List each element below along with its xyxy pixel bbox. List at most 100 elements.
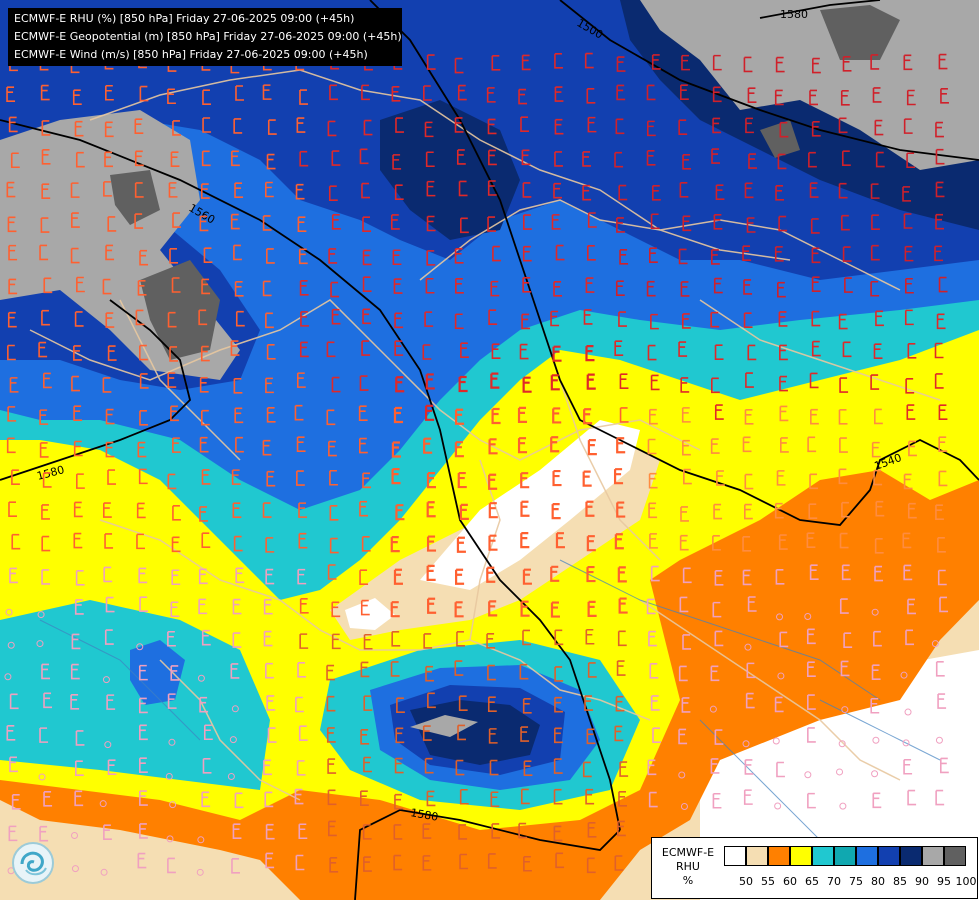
wind-barb bbox=[42, 472, 52, 488]
wind-barb bbox=[139, 344, 148, 361]
calm-wind-marker bbox=[772, 737, 780, 745]
wind-barb bbox=[391, 630, 401, 647]
wind-barb bbox=[235, 310, 245, 327]
wind-barb bbox=[43, 277, 53, 294]
wind-barb bbox=[522, 376, 532, 393]
wind-barb bbox=[587, 822, 597, 838]
wind-barb bbox=[392, 249, 402, 266]
wind-barb bbox=[327, 120, 337, 137]
wind-barb bbox=[651, 54, 661, 70]
wind-barb bbox=[586, 565, 596, 583]
wind-barb bbox=[488, 534, 498, 551]
wind-barb bbox=[587, 600, 597, 617]
wind-barb bbox=[200, 183, 210, 199]
wind-barb bbox=[583, 309, 593, 325]
wind-barb bbox=[682, 567, 692, 584]
legend-labels: 50 55 60 65 70 75 80 85 90 95 100 bbox=[724, 875, 977, 888]
wind-barb bbox=[905, 277, 914, 294]
wind-barb bbox=[487, 853, 497, 869]
wind-barb bbox=[807, 694, 816, 710]
legend-swatch bbox=[944, 846, 966, 866]
calm-wind-marker bbox=[871, 770, 879, 778]
wind-barb bbox=[616, 501, 626, 518]
wind-barb bbox=[425, 151, 435, 168]
wind-barb bbox=[939, 596, 949, 613]
wind-barb bbox=[841, 214, 850, 231]
wind-barb bbox=[107, 469, 117, 485]
wind-barb bbox=[488, 728, 498, 744]
wind-barb bbox=[585, 500, 595, 517]
rivers bbox=[39, 559, 941, 841]
wind-barb bbox=[73, 440, 83, 457]
wind-barb bbox=[39, 409, 49, 425]
wind-barb bbox=[426, 564, 436, 581]
wind-barb bbox=[426, 501, 436, 518]
wind-barb bbox=[550, 310, 560, 327]
wind-barb bbox=[582, 470, 592, 487]
wind-barb bbox=[777, 153, 787, 170]
wind-barb bbox=[359, 437, 368, 454]
wind-barb bbox=[745, 692, 755, 709]
wind-barb bbox=[454, 117, 464, 133]
wind-barb bbox=[774, 89, 784, 106]
wind-barb bbox=[426, 790, 436, 807]
wind-barb bbox=[873, 343, 883, 360]
contour-1500 bbox=[559, 0, 979, 161]
wind-barb bbox=[265, 377, 274, 394]
wind-barb bbox=[935, 181, 945, 198]
wind-barb bbox=[617, 820, 626, 837]
wind-barb bbox=[742, 245, 752, 262]
wind-barb bbox=[681, 54, 690, 71]
wind-barb bbox=[521, 54, 531, 71]
wind-barb bbox=[838, 313, 848, 330]
wind-barb bbox=[873, 469, 883, 486]
wind-barb bbox=[586, 728, 596, 745]
wind-barb bbox=[396, 697, 405, 713]
wind-barb bbox=[172, 437, 181, 453]
wind-barb bbox=[394, 340, 404, 356]
wind-barb bbox=[390, 214, 400, 230]
wind-barb bbox=[358, 405, 368, 422]
wind-barb bbox=[104, 629, 114, 645]
wind-barb bbox=[712, 117, 722, 134]
wind-barbs bbox=[4, 52, 949, 876]
wind-barb bbox=[682, 634, 692, 650]
wind-barb bbox=[679, 534, 689, 551]
calm-wind-marker bbox=[872, 736, 880, 744]
wind-barb bbox=[458, 824, 468, 840]
wind-barb bbox=[359, 790, 369, 806]
wind-barb bbox=[523, 760, 533, 777]
wind-barb bbox=[935, 789, 945, 806]
wind-barb bbox=[167, 372, 177, 388]
wind-barb bbox=[904, 309, 914, 326]
wind-barb bbox=[939, 757, 949, 774]
wind-barb bbox=[646, 120, 656, 137]
wind-barb bbox=[678, 665, 688, 682]
wind-barb bbox=[426, 250, 436, 266]
wind-barb bbox=[330, 281, 340, 298]
wind-barb bbox=[774, 696, 784, 713]
wind-barb bbox=[295, 183, 305, 200]
wind-barb bbox=[682, 153, 692, 170]
wind-barb bbox=[554, 666, 564, 682]
wind-barb bbox=[266, 407, 276, 423]
wind-barb bbox=[201, 409, 210, 426]
wind-barb bbox=[488, 309, 498, 325]
wind-barb bbox=[680, 506, 689, 522]
wind-barb bbox=[265, 662, 274, 679]
wind-barb bbox=[775, 56, 785, 73]
wind-barb bbox=[841, 150, 851, 167]
wind-barb bbox=[520, 788, 530, 805]
wind-barb bbox=[937, 569, 947, 586]
wind-barb bbox=[135, 309, 145, 326]
wind-barb bbox=[11, 794, 21, 810]
wind-barb bbox=[423, 85, 432, 101]
wind-barb bbox=[7, 344, 16, 361]
wind-barb bbox=[326, 341, 336, 358]
wind-barb bbox=[454, 601, 464, 618]
wind-barb bbox=[40, 84, 50, 101]
wind-barb bbox=[39, 442, 49, 458]
wind-barb bbox=[107, 345, 117, 361]
calm-wind-marker bbox=[680, 803, 688, 811]
wind-barb bbox=[167, 473, 177, 490]
